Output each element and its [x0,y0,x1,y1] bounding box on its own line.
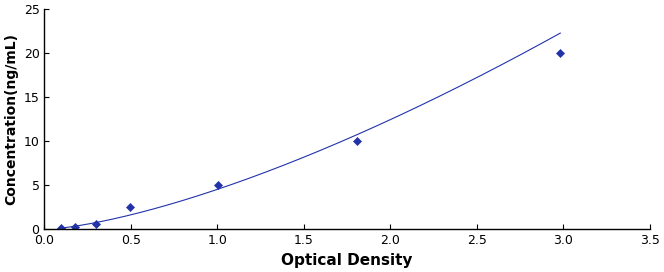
Y-axis label: Concentration(ng/mL): Concentration(ng/mL) [4,33,18,205]
X-axis label: Optical Density: Optical Density [282,253,413,268]
